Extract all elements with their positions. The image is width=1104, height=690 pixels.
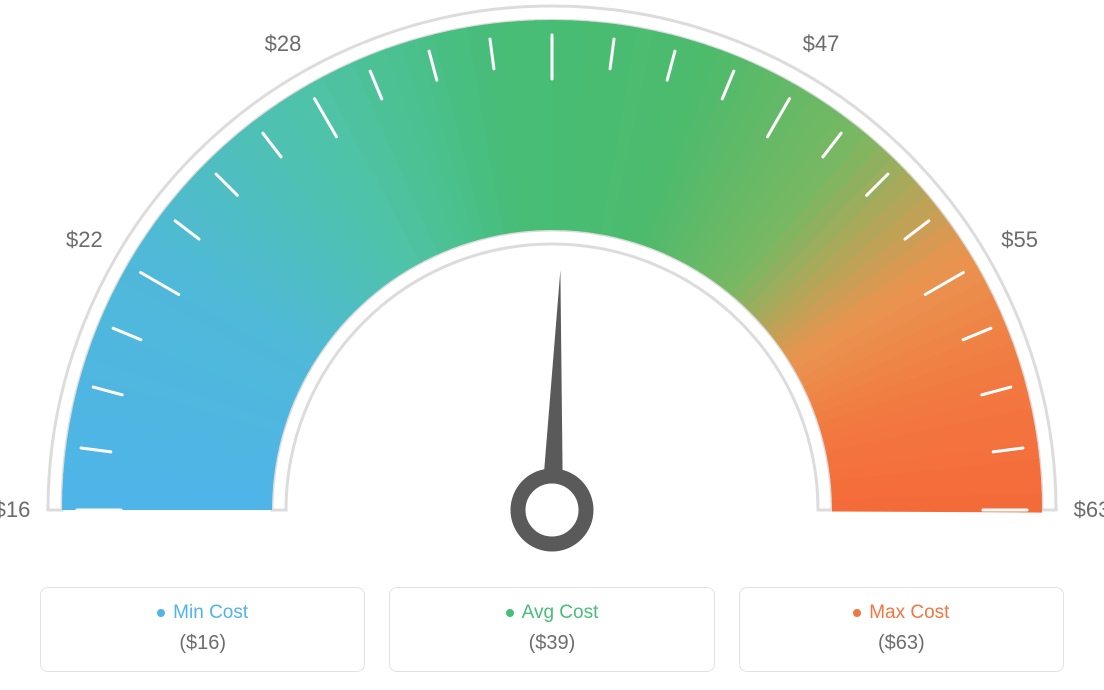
legend-card-max: Max Cost ($63) [739, 587, 1064, 672]
legend-title-avg: Avg Cost [400, 602, 703, 624]
legend-row: Min Cost ($16) Avg Cost ($39) Max Cost (… [40, 587, 1064, 672]
legend-card-min: Min Cost ($16) [40, 587, 365, 672]
cost-gauge: $16$22$28$39$47$55$63 [0, 0, 1104, 570]
dot-icon [157, 609, 165, 617]
legend-value-min: ($16) [51, 632, 354, 655]
gauge-tick-label: $55 [1001, 227, 1038, 253]
legend-card-avg: Avg Cost ($39) [389, 587, 714, 672]
dot-icon [853, 609, 861, 617]
dot-icon [506, 609, 514, 617]
legend-title-min: Min Cost [51, 602, 354, 624]
gauge-svg [0, 0, 1104, 570]
gauge-tick-label: $16 [0, 497, 30, 523]
legend-title-text: Min Cost [173, 602, 248, 623]
legend-title-text: Avg Cost [522, 602, 599, 623]
gauge-tick-label: $22 [66, 227, 103, 253]
legend-value-max: ($63) [750, 632, 1053, 655]
gauge-tick-label: $47 [803, 31, 840, 57]
gauge-tick-label: $28 [265, 31, 302, 57]
legend-title-max: Max Cost [750, 602, 1053, 624]
legend-value-avg: ($39) [400, 632, 703, 655]
gauge-tick-label: $63 [1074, 497, 1104, 523]
legend-title-text: Max Cost [869, 602, 949, 623]
